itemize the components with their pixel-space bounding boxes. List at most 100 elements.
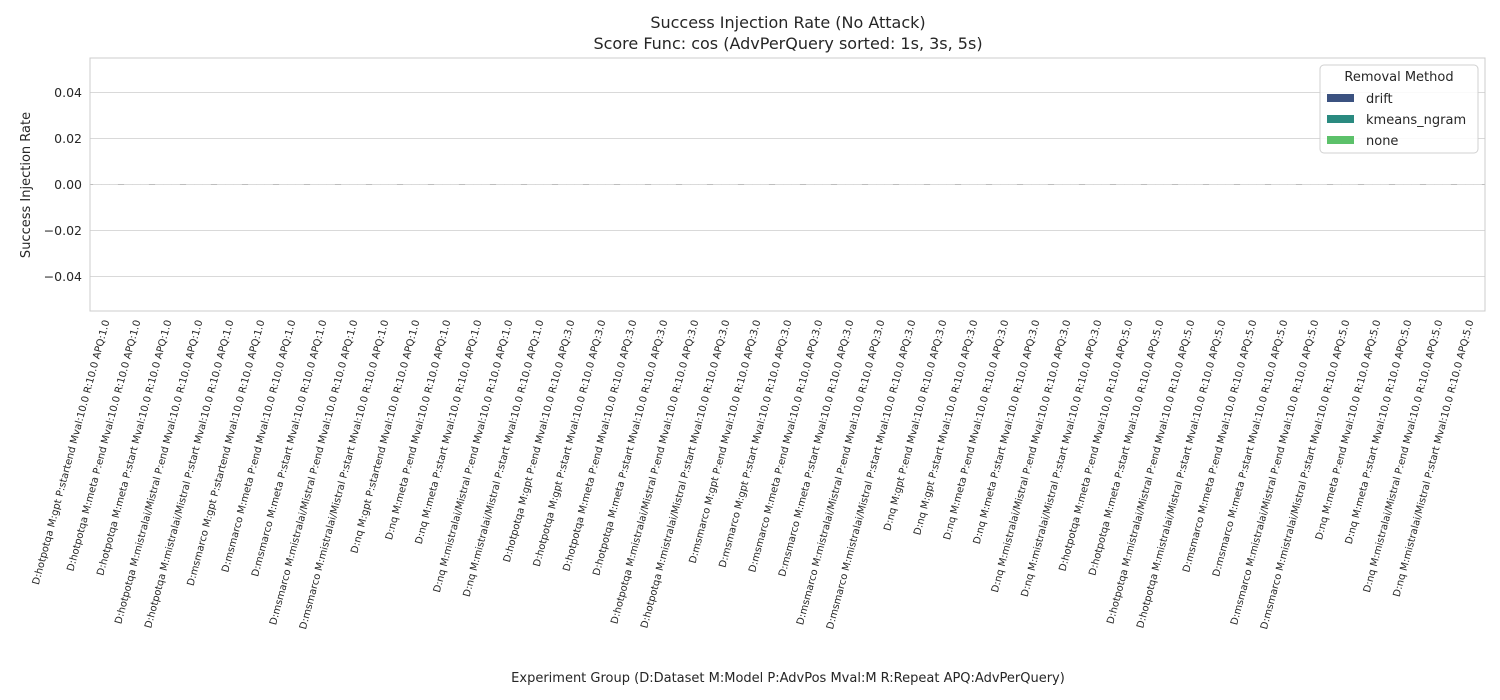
bar	[930, 184, 939, 186]
bar	[1023, 184, 1032, 186]
bar	[636, 184, 645, 186]
y-axis-label: Success Injection Rate	[19, 112, 34, 258]
bar	[1465, 184, 1474, 186]
legend-swatch-drift	[1327, 94, 1354, 102]
legend-box	[1319, 64, 1479, 154]
bar	[1008, 184, 1017, 186]
bar	[1341, 184, 1350, 186]
legend-label-kmeans-ngram: kmeans_ngram	[1366, 113, 1466, 128]
bar	[1411, 184, 1420, 186]
bar	[659, 184, 668, 186]
bar	[434, 184, 443, 186]
y-tick-label: −0.02	[44, 223, 82, 238]
bar	[1178, 184, 1187, 186]
chart-subtitle: Score Func: cos (AdvPerQuery sorted: 1s,…	[593, 34, 982, 53]
bar	[1132, 184, 1141, 186]
bar	[791, 184, 800, 186]
bar	[1039, 184, 1048, 186]
bar	[326, 184, 335, 186]
bar	[682, 184, 691, 186]
bar	[1217, 184, 1226, 186]
bar	[264, 184, 273, 186]
bar	[667, 184, 676, 186]
bar	[202, 184, 211, 186]
bar	[744, 184, 753, 186]
bar	[969, 184, 978, 186]
bar	[1225, 184, 1234, 186]
bar	[310, 184, 319, 186]
bar	[1395, 184, 1404, 186]
bar	[605, 184, 614, 186]
y-tick-label: −0.04	[44, 269, 82, 284]
bar	[442, 184, 451, 186]
bar	[899, 184, 908, 186]
bar	[822, 184, 831, 186]
bar	[938, 184, 947, 186]
x-axis-label: Experiment Group (D:Dataset M:Model P:Ad…	[511, 671, 1065, 686]
bar	[1101, 184, 1110, 186]
legend-swatch-kmeans-ngram	[1327, 115, 1354, 123]
legend: Removal Method drift kmeans_ngram none	[1319, 64, 1479, 154]
bar	[1085, 184, 1094, 186]
bar	[1372, 184, 1381, 186]
bar	[876, 184, 885, 186]
bar	[1062, 184, 1071, 186]
bar	[248, 184, 257, 186]
bar	[465, 184, 474, 186]
bar	[411, 184, 420, 186]
plot-frame	[89, 57, 1486, 312]
bar	[93, 184, 102, 186]
bar	[566, 184, 575, 186]
bar	[535, 184, 544, 186]
bar	[1333, 184, 1342, 186]
bar	[372, 184, 381, 186]
bar	[806, 184, 815, 186]
bar	[256, 184, 265, 186]
chart-title: Success Injection Rate (No Attack)	[650, 13, 925, 32]
bar	[419, 184, 428, 186]
bar	[225, 184, 234, 186]
bar	[775, 184, 784, 186]
bar	[504, 184, 513, 186]
bar	[1124, 184, 1133, 186]
legend-title: Removal Method	[1344, 70, 1453, 85]
bar	[1349, 184, 1358, 186]
bar	[1093, 184, 1102, 186]
bar	[543, 184, 552, 186]
bar	[814, 184, 823, 186]
bar	[574, 184, 583, 186]
bar	[1186, 184, 1195, 186]
bar	[1279, 184, 1288, 186]
bar	[233, 184, 242, 186]
bar	[132, 184, 141, 186]
bar	[992, 184, 1001, 186]
bar	[1194, 184, 1203, 186]
bar	[907, 184, 916, 186]
bar	[380, 184, 389, 186]
bar	[853, 184, 862, 186]
bar	[1248, 184, 1257, 186]
bar	[1457, 184, 1466, 186]
legend-swatch-none	[1327, 136, 1354, 144]
bar	[1070, 184, 1079, 186]
bar	[101, 184, 110, 186]
bar	[884, 184, 893, 186]
bar	[217, 184, 226, 186]
bar	[915, 184, 924, 186]
bar	[558, 184, 567, 186]
bar	[1271, 184, 1280, 186]
y-ticks: 0.04 0.02 0.00 −0.02 −0.04	[44, 85, 82, 284]
bar	[760, 184, 769, 186]
bar	[752, 184, 761, 186]
bar	[163, 184, 172, 186]
bar	[186, 184, 195, 186]
bar	[977, 184, 986, 186]
bar	[1318, 184, 1327, 186]
bar	[287, 184, 296, 186]
bar	[388, 184, 397, 186]
bar	[140, 184, 149, 186]
bar	[124, 184, 133, 186]
bar	[1000, 184, 1009, 186]
bar	[1434, 184, 1443, 186]
